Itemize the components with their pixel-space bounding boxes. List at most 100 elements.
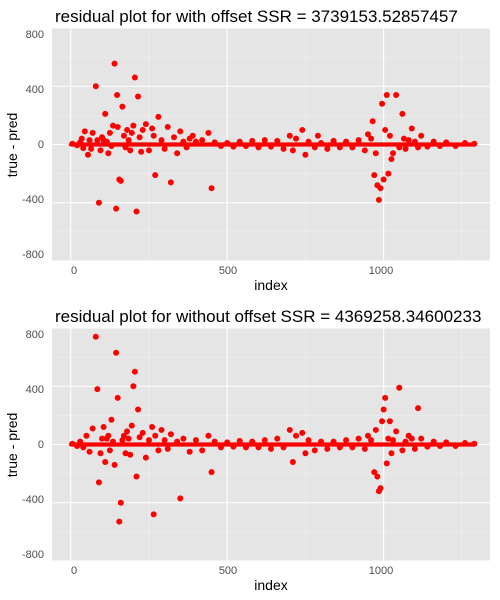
data-point [192, 437, 199, 444]
data-point [110, 438, 117, 445]
data-point [97, 147, 104, 154]
data-point [92, 83, 99, 90]
data-point [145, 437, 152, 444]
data-point [415, 144, 422, 151]
data-point [396, 144, 403, 151]
data-point [236, 437, 243, 444]
data-point [377, 485, 384, 492]
data-point [268, 143, 274, 150]
data-point [336, 444, 343, 451]
data-point [242, 444, 249, 451]
chart-1-x-axis-label: index [254, 277, 287, 293]
data-point [135, 406, 142, 413]
data-point [224, 439, 231, 446]
data-point [368, 437, 375, 444]
chart-1-ytick--800: -800 [22, 249, 44, 261]
data-point [192, 138, 199, 145]
data-point [80, 145, 87, 152]
data-point [152, 432, 159, 439]
data-point [102, 458, 109, 465]
data-point [95, 479, 102, 486]
chart-2-ytick-400: 400 [26, 384, 44, 396]
data-point [208, 185, 215, 192]
data-point [139, 126, 146, 133]
data-point [128, 422, 135, 429]
data-point [177, 128, 184, 135]
chart-2-xtick-1000: 1000 [369, 565, 393, 577]
data-point [314, 132, 321, 139]
data-point [299, 126, 306, 133]
data-point [343, 138, 350, 145]
data-point [105, 432, 112, 439]
chart-1-ytick-800: 800 [26, 29, 44, 41]
data-point [386, 132, 393, 139]
data-point [249, 438, 256, 445]
data-point [386, 418, 393, 425]
chart-1-xtick-1000: 1000 [369, 265, 393, 277]
data-point [396, 384, 403, 391]
data-point [100, 424, 107, 431]
data-point [88, 145, 95, 152]
data-point [393, 428, 400, 435]
data-point [318, 140, 325, 147]
data-point [94, 137, 101, 144]
chart-1-ytick--400: -400 [22, 194, 44, 206]
data-point [150, 511, 157, 518]
data-point [106, 129, 113, 136]
data-point [94, 386, 101, 393]
data-point [436, 442, 443, 449]
data-point [84, 151, 91, 158]
data-point [305, 138, 312, 145]
data-point [418, 435, 425, 442]
chart-2-ytick-800: 800 [26, 329, 44, 341]
data-point [124, 428, 131, 435]
data-point [385, 170, 392, 177]
data-point [261, 137, 268, 144]
data-point [255, 144, 262, 151]
data-point [230, 143, 237, 150]
data-point [158, 426, 165, 433]
data-point [230, 443, 237, 450]
data-point [408, 435, 415, 442]
data-point [330, 137, 337, 144]
data-point [361, 445, 368, 452]
data-point [471, 440, 478, 447]
chart-2-xtick-0: 0 [71, 565, 77, 577]
data-point [133, 208, 140, 215]
data-point [289, 147, 296, 154]
data-point [180, 138, 187, 145]
data-point [261, 437, 268, 444]
data-point [377, 185, 384, 192]
data-point [385, 435, 392, 442]
data-point [133, 473, 140, 480]
data-point [364, 432, 371, 439]
data-point [424, 143, 431, 150]
data-point [136, 134, 143, 141]
data-point [349, 444, 356, 451]
data-point [461, 440, 468, 447]
chart-2-ytick--400: -400 [22, 494, 44, 506]
data-point [171, 134, 178, 141]
data-point [379, 100, 386, 107]
data-point [343, 437, 350, 444]
data-point [411, 445, 418, 452]
chart-2: residual plot for without offset SSR = 4… [4, 307, 490, 593]
data-point [205, 129, 212, 136]
data-point [105, 150, 112, 157]
data-point [125, 137, 132, 144]
chart-1-y-ticks: 800 400 0 -400 -800 [22, 29, 44, 261]
data-point [371, 172, 378, 179]
data-point [114, 394, 121, 401]
data-point [383, 460, 390, 467]
data-point [368, 135, 375, 142]
data-point [103, 138, 110, 145]
data-point [268, 445, 274, 452]
chart-1-points [68, 60, 478, 215]
chart-1-xtick-0: 0 [71, 265, 77, 277]
data-point [186, 448, 193, 455]
data-point [302, 450, 309, 457]
data-point [142, 454, 149, 461]
data-point [461, 140, 468, 147]
data-point [208, 469, 215, 476]
